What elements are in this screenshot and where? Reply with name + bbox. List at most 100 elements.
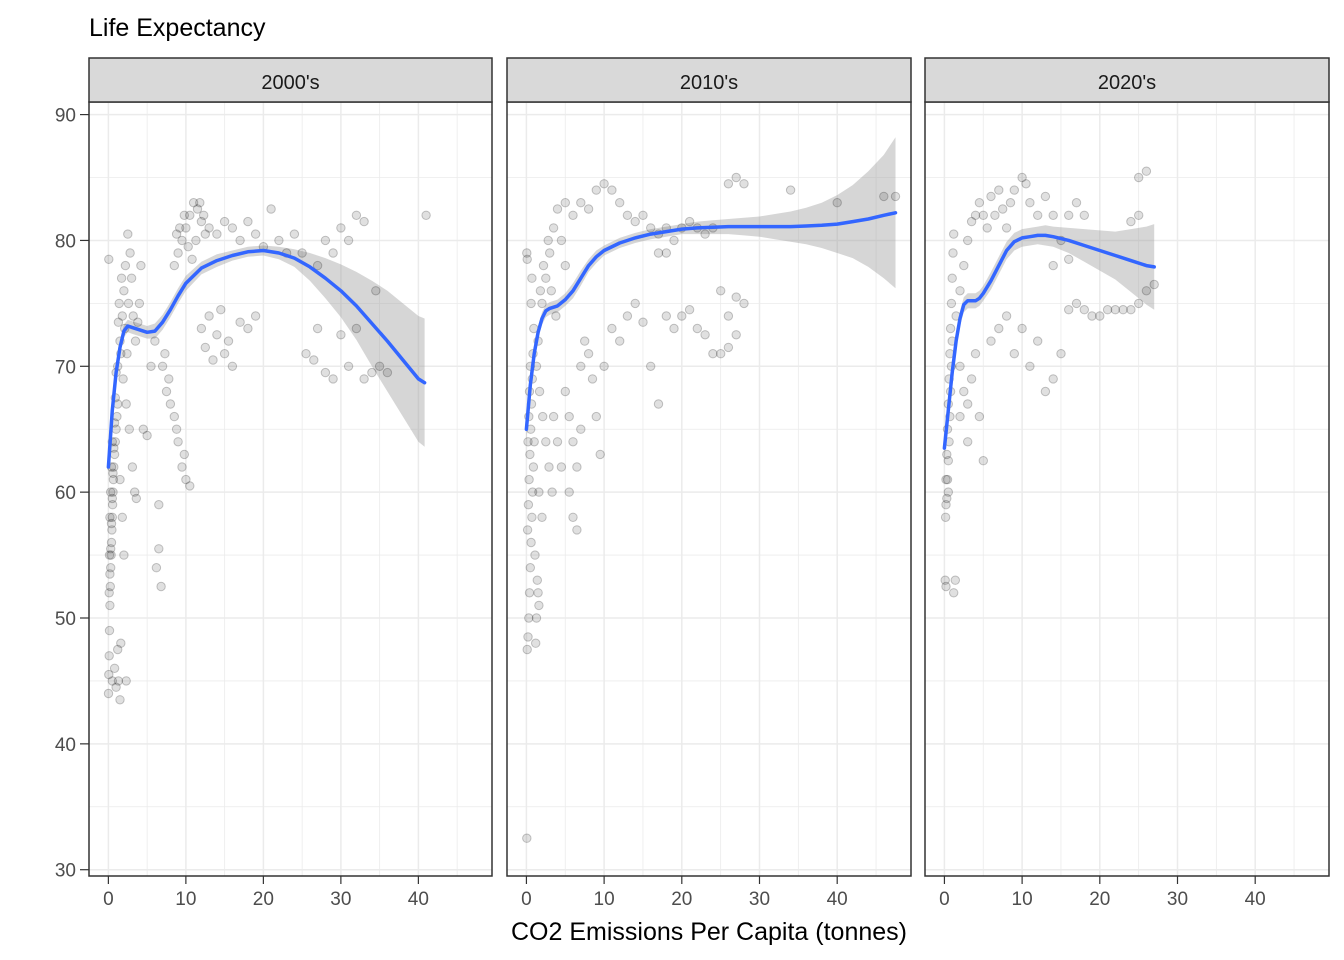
y-tick-label: 70	[55, 357, 76, 378]
data-point	[157, 361, 168, 371]
data-point	[950, 575, 960, 585]
data-point	[739, 179, 749, 189]
data-point	[1064, 254, 1074, 264]
data-point	[289, 229, 300, 239]
data-point	[165, 399, 176, 409]
data-point	[119, 286, 129, 296]
data-point	[336, 330, 346, 340]
data-point	[150, 336, 160, 346]
data-point	[1048, 210, 1058, 221]
data-point	[1048, 374, 1058, 384]
data-point	[970, 349, 981, 359]
smooth-line	[942, 233, 1156, 450]
data-point	[1017, 172, 1027, 183]
data-point	[223, 336, 234, 346]
data-point	[351, 210, 362, 221]
data-point	[312, 260, 323, 271]
data-point	[227, 223, 238, 233]
data-point	[591, 185, 601, 195]
data-point	[638, 317, 648, 327]
data-point	[546, 286, 556, 296]
data-point	[560, 198, 570, 208]
facet-strip-label: 2000's	[261, 72, 319, 94]
data-point	[118, 374, 128, 384]
data-point	[235, 317, 245, 327]
data-point	[522, 248, 532, 258]
data-point	[106, 550, 116, 560]
data-point	[212, 330, 222, 340]
data-point	[146, 361, 156, 371]
data-point	[1048, 260, 1058, 271]
x-tick-label: 20	[671, 889, 692, 910]
data-point	[235, 235, 245, 246]
x-tick-label: 10	[1012, 889, 1033, 910]
data-point	[122, 349, 132, 359]
data-point	[544, 462, 554, 472]
data-point	[103, 688, 114, 699]
data-point	[134, 298, 145, 309]
data-point	[948, 248, 958, 258]
y-tick-label: 60	[55, 483, 76, 504]
data-point	[359, 374, 369, 384]
data-point	[243, 323, 253, 334]
data-point	[181, 474, 191, 485]
data-point	[131, 493, 142, 504]
data-point	[955, 361, 965, 371]
data-point	[195, 198, 205, 208]
data-point	[943, 487, 953, 497]
data-point	[1110, 305, 1121, 315]
data-point	[716, 286, 726, 296]
data-point	[108, 487, 118, 497]
data-point	[104, 651, 114, 661]
data-point	[121, 676, 131, 686]
data-point	[123, 229, 133, 239]
data-point	[646, 223, 656, 233]
data-point	[421, 210, 431, 221]
data-point	[580, 336, 590, 346]
data-point	[963, 437, 973, 447]
data-point	[1149, 279, 1159, 290]
data-point	[126, 273, 137, 283]
grid-lines	[925, 102, 1329, 876]
facet-panel: 2010's 0 10 20 30 40	[506, 57, 912, 910]
data-point	[171, 229, 182, 239]
data-point	[963, 235, 973, 246]
data-point	[527, 512, 537, 522]
data-point	[543, 235, 553, 246]
panel-background	[925, 102, 1329, 876]
y-tick-label: 80	[55, 231, 76, 252]
data-point	[177, 462, 187, 472]
data-point	[723, 179, 734, 189]
data-point	[595, 449, 605, 460]
data-point	[526, 298, 536, 309]
data-point	[121, 399, 131, 409]
data-point	[301, 349, 311, 359]
data-point	[1134, 172, 1144, 183]
data-point	[970, 210, 981, 221]
data-point	[1025, 361, 1035, 371]
x-tick-label: 0	[103, 889, 114, 910]
data-point	[530, 550, 540, 560]
data-point	[113, 676, 124, 686]
data-point	[107, 525, 117, 535]
data-point	[943, 456, 953, 466]
data-point	[941, 500, 951, 510]
data-point	[572, 462, 582, 472]
data-point	[661, 248, 671, 258]
data-point	[684, 216, 695, 227]
data-point	[164, 374, 174, 384]
data-point	[527, 273, 537, 283]
data-point	[587, 374, 598, 384]
data-point	[532, 575, 542, 585]
data-point	[622, 311, 633, 321]
data-point	[351, 323, 362, 334]
data-point	[328, 248, 338, 258]
data-point	[630, 216, 640, 227]
facet-strip	[88, 57, 493, 103]
data-point	[227, 361, 238, 371]
confidence-band	[944, 224, 1155, 461]
data-point	[104, 625, 115, 636]
data-point	[940, 512, 951, 522]
data-point	[669, 323, 679, 334]
data-point	[196, 323, 207, 334]
